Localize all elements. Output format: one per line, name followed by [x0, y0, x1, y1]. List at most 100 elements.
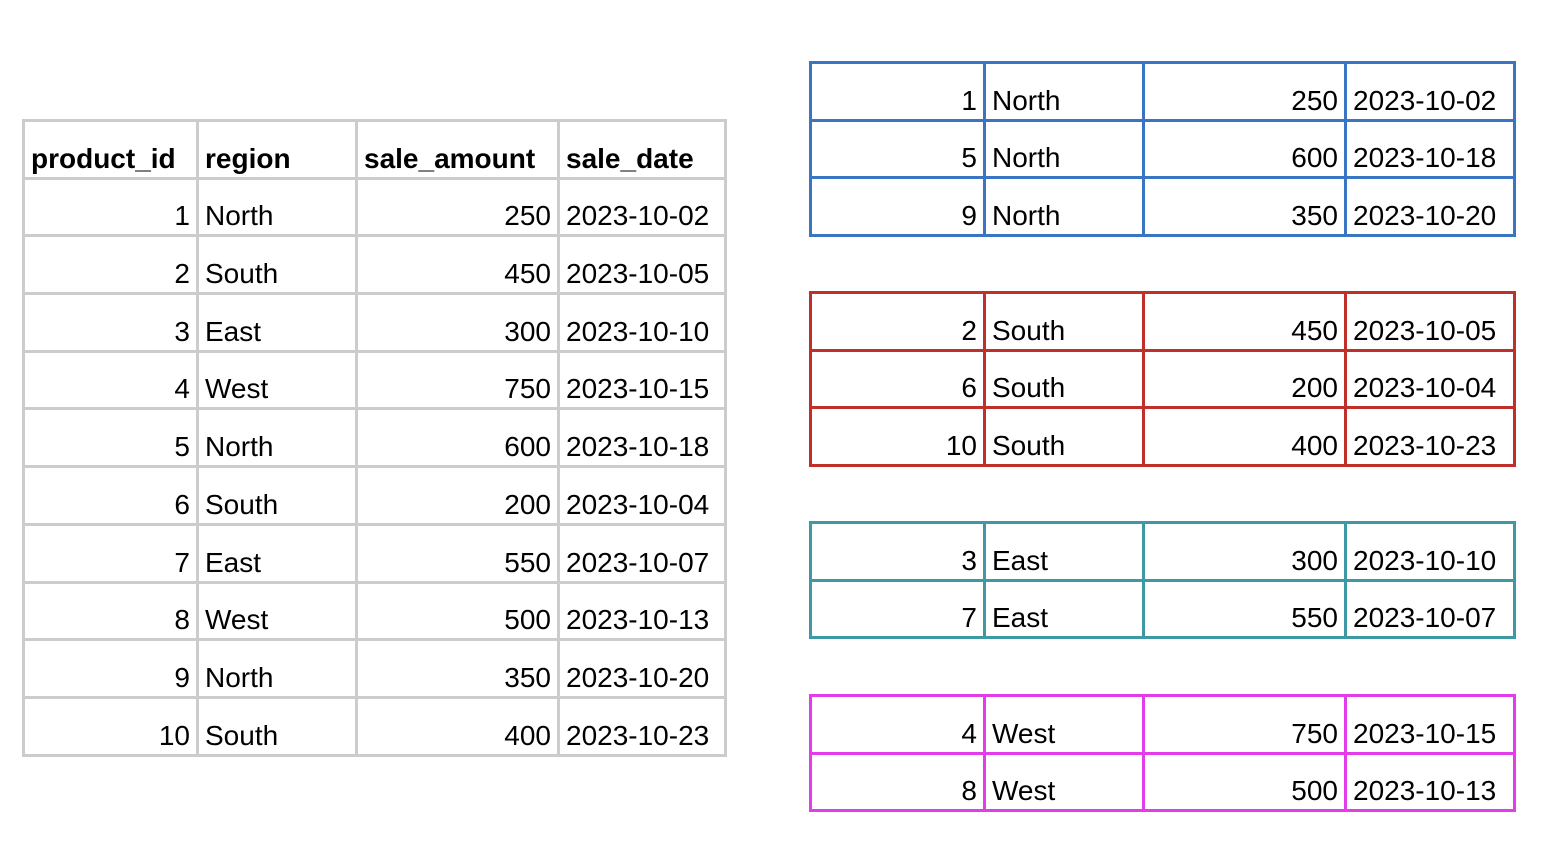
cell-sale-amount: 750 [1142, 694, 1347, 755]
cell-sale-date: 2023-10-07 [1344, 578, 1516, 640]
table-row: 1 North 250 2023-10-02 [22, 176, 727, 238]
cell-sale-amount: 300 [1142, 521, 1347, 582]
cell-region: North [196, 176, 358, 238]
group-table-body: 3 East 300 2023-10-10 7 East 550 2023-10-07 [809, 521, 1516, 640]
cell-region: East [196, 522, 358, 584]
cell-sale-date: 2023-10-04 [557, 465, 727, 526]
cell-region: South [196, 695, 358, 757]
group-table-body: 1 North 250 2023-10-02 5 North 600 2023-10-18 9 N… [809, 61, 1516, 238]
table-row: 3 East 300 2023-10-10 [809, 521, 1516, 582]
cell-sale-amount: 300 [355, 292, 560, 353]
cell-product-id: 7 [22, 522, 199, 584]
cell-sale-amount: 400 [355, 695, 560, 757]
group-table-body: 4 West 750 2023-10-15 8 West 500 2023-10-13 [809, 694, 1516, 813]
cell-sale-amount: 250 [1142, 61, 1347, 122]
cell-product-id: 6 [809, 348, 986, 410]
cell-sale-date: 2023-10-10 [1344, 521, 1516, 582]
table-row: 4 West 750 2023-10-15 [22, 349, 727, 411]
column-header-sale-date: sale_date [557, 119, 727, 180]
group-table-west: 4 West 750 2023-10-15 8 West 500 2023-10-13 [809, 694, 1516, 813]
cell-region: East [983, 521, 1145, 582]
cell-sale-amount: 200 [355, 465, 560, 526]
cell-sale-amount: 750 [355, 349, 560, 411]
cell-sale-amount: 450 [1142, 291, 1347, 352]
cell-product-id: 3 [809, 521, 986, 582]
cell-region: West [196, 349, 358, 411]
cell-product-id: 6 [22, 465, 199, 526]
cell-product-id: 1 [22, 176, 199, 238]
cell-region: North [983, 61, 1145, 122]
cell-sale-date: 2023-10-15 [1344, 694, 1516, 755]
cell-region: North [196, 638, 358, 699]
cell-sale-date: 2023-10-02 [1344, 61, 1516, 122]
cell-product-id: 4 [809, 694, 986, 755]
cell-region: South [983, 291, 1145, 352]
cell-region: North [983, 118, 1145, 180]
column-header-region: region [196, 119, 358, 180]
cell-product-id: 2 [809, 291, 986, 352]
cell-region: West [196, 580, 358, 642]
cell-sale-date: 2023-10-05 [1344, 291, 1516, 352]
cell-sale-amount: 500 [355, 580, 560, 642]
table-row: 6 South 200 2023-10-04 [809, 348, 1516, 410]
cell-sale-amount: 350 [355, 638, 560, 699]
cell-sale-date: 2023-10-20 [557, 638, 727, 699]
sales-table: product_id region sale_amount sale_date … [22, 119, 727, 757]
group-table-east: 3 East 300 2023-10-10 7 East 550 2023-10-07 [809, 521, 1516, 640]
cell-sale-amount: 200 [1142, 348, 1347, 410]
column-header-sale-amount: sale_amount [355, 119, 560, 180]
cell-product-id: 5 [809, 118, 986, 180]
table-row: 6 South 200 2023-10-04 [22, 465, 727, 526]
cell-sale-amount: 550 [355, 522, 560, 584]
cell-sale-date: 2023-10-04 [1344, 348, 1516, 410]
cell-sale-amount: 600 [355, 407, 560, 469]
cell-product-id: 1 [809, 61, 986, 122]
cell-product-id: 10 [22, 695, 199, 757]
cell-region: South [196, 234, 358, 296]
table-row: 8 West 500 2023-10-13 [22, 580, 727, 642]
table-row: 4 West 750 2023-10-15 [809, 694, 1516, 755]
cell-product-id: 8 [809, 751, 986, 813]
cell-sale-date: 2023-10-20 [1344, 176, 1516, 238]
header-row: product_id region sale_amount sale_date [22, 119, 727, 180]
table-row: 7 East 550 2023-10-07 [809, 578, 1516, 640]
table-row: 2 South 450 2023-10-05 [809, 291, 1516, 352]
cell-region: East [196, 292, 358, 353]
group-table-body: 2 South 450 2023-10-05 6 South 200 2023-10-04 10… [809, 291, 1516, 468]
cell-sale-amount: 250 [355, 176, 560, 238]
cell-region: South [983, 348, 1145, 410]
table-row: 10 South 400 2023-10-23 [809, 406, 1516, 468]
cell-product-id: 9 [809, 176, 986, 238]
cell-region: South [196, 465, 358, 526]
cell-sale-amount: 600 [1142, 118, 1347, 180]
cell-sale-date: 2023-10-05 [557, 234, 727, 296]
group-table-south: 2 South 450 2023-10-05 6 South 200 2023-10-04 10… [809, 291, 1516, 468]
cell-sale-amount: 350 [1142, 176, 1347, 238]
cell-region: North [196, 407, 358, 469]
cell-product-id: 10 [809, 406, 986, 468]
table-row: 1 North 250 2023-10-02 [809, 61, 1516, 122]
cell-sale-date: 2023-10-23 [1344, 406, 1516, 468]
cell-sale-date: 2023-10-02 [557, 176, 727, 238]
cell-region: North [983, 176, 1145, 238]
table-row: 5 North 600 2023-10-18 [809, 118, 1516, 180]
table-row: 10 South 400 2023-10-23 [22, 695, 727, 757]
table-row: 9 North 350 2023-10-20 [809, 176, 1516, 238]
sales-table-body: 1 North 250 2023-10-02 2 South 450 2023-10-05 3 E… [22, 176, 727, 757]
cell-sale-date: 2023-10-13 [1344, 751, 1516, 813]
table-row: 7 East 550 2023-10-07 [22, 522, 727, 584]
cell-sale-date: 2023-10-23 [557, 695, 727, 757]
cell-sale-date: 2023-10-13 [557, 580, 727, 642]
table-row: 8 West 500 2023-10-13 [809, 751, 1516, 813]
cell-product-id: 2 [22, 234, 199, 296]
cell-sale-date: 2023-10-10 [557, 292, 727, 353]
cell-sale-amount: 550 [1142, 578, 1347, 640]
column-header-product-id: product_id [22, 119, 199, 180]
cell-region: West [983, 751, 1145, 813]
cell-region: West [983, 694, 1145, 755]
cell-sale-date: 2023-10-07 [557, 522, 727, 584]
cell-product-id: 5 [22, 407, 199, 469]
cell-product-id: 3 [22, 292, 199, 353]
table-row: 2 South 450 2023-10-05 [22, 234, 727, 296]
cell-product-id: 8 [22, 580, 199, 642]
